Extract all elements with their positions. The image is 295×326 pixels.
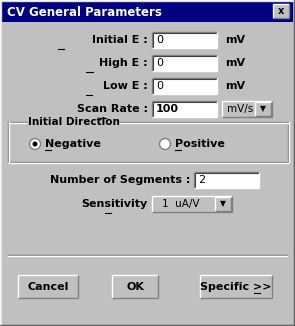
Text: Specific >>: Specific >> [200,281,272,291]
Bar [255,102,271,116]
Bar [194,172,259,188]
Text: Scan Rate :: Scan Rate : [77,104,148,114]
Text: 0: 0 [156,58,163,68]
Text: Cancel: Cancel [27,281,69,291]
Text: 100: 100 [156,104,179,114]
Text: Initial E :: Initial E : [92,35,148,45]
Bar [152,78,217,94]
Circle shape [32,141,37,146]
Text: mV: mV [225,35,245,45]
Text: 0: 0 [156,81,163,91]
Text: High E :: High E : [99,58,148,68]
Text: x: x [278,6,284,16]
Bar [152,196,232,212]
Text: Positive: Positive [175,139,225,149]
Bar [152,55,217,71]
Text: Sensitivity: Sensitivity [82,199,148,209]
Text: 2: 2 [198,175,205,185]
Text: mV/s: mV/s [227,104,253,114]
Bar [215,197,231,211]
Bar [2,2,293,22]
Bar [273,4,289,18]
Text: mV: mV [225,58,245,68]
Text: 0: 0 [156,35,163,45]
Bar [152,32,217,48]
Bar [222,101,272,117]
Bar [112,275,158,298]
Text: OK: OK [126,281,144,291]
Text: ▼: ▼ [220,200,226,209]
Circle shape [30,139,40,150]
Text: 1  uA/V: 1 uA/V [162,199,199,209]
Circle shape [160,139,171,150]
Bar [152,101,217,117]
Text: mV: mV [225,81,245,91]
Text: ▼: ▼ [260,105,266,113]
Bar [18,275,78,298]
Text: Initial Direction: Initial Direction [28,117,120,127]
Text: Number of Segments :: Number of Segments : [50,175,190,185]
Bar [200,275,272,298]
Text: Negative: Negative [45,139,101,149]
Text: CV General Parameters: CV General Parameters [7,6,162,19]
Text: Low E :: Low E : [103,81,148,91]
